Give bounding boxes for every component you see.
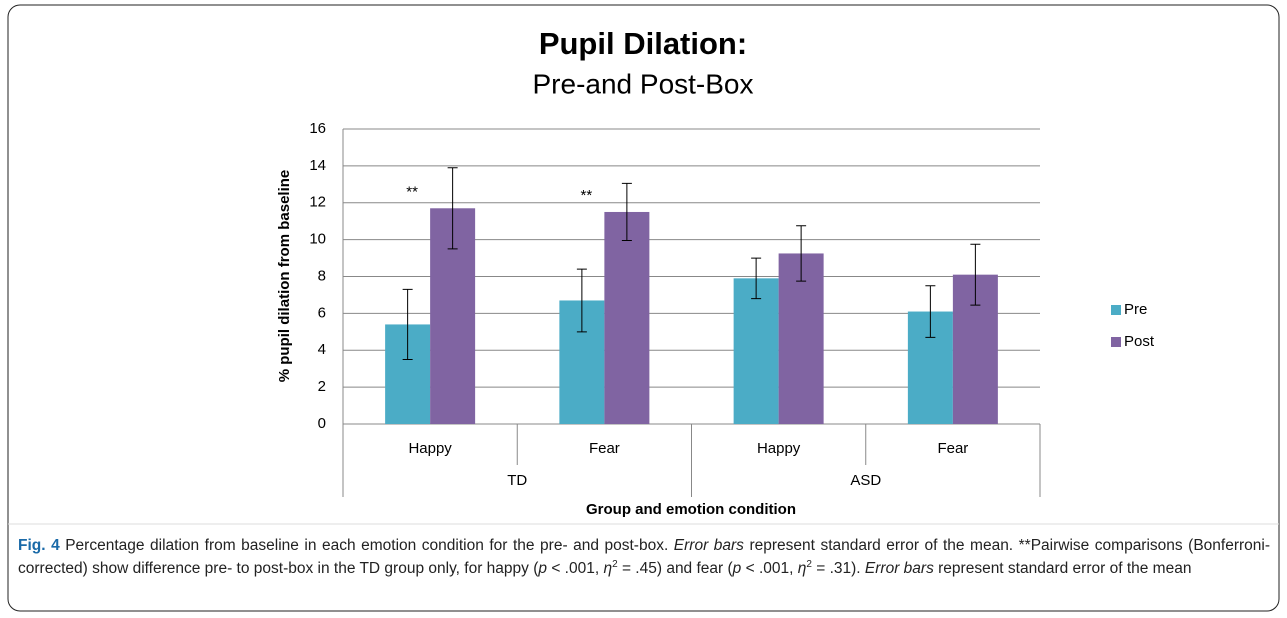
legend-swatch <box>1111 305 1121 315</box>
y-tick-label: 8 <box>318 267 326 284</box>
caption-text: represent standard error of the mean. **… <box>18 537 1271 577</box>
caption-text: Percentage dilation from baseline in eac… <box>59 537 674 554</box>
annotation: ** <box>581 187 593 204</box>
error-bar <box>447 167 458 250</box>
caption-text: p <box>538 560 548 577</box>
caption-text: 2 <box>806 558 812 570</box>
y-tick-label: 10 <box>309 231 326 248</box>
caption-text: represent standard error of the mean <box>933 560 1192 577</box>
error-bar <box>576 268 587 333</box>
caption-text: < .001, <box>547 560 604 577</box>
error-bar <box>796 225 807 282</box>
caption-text: Fig. 4 <box>18 537 60 554</box>
y-tick-label: 12 <box>309 194 326 211</box>
bar <box>604 211 650 424</box>
error-bar <box>621 182 632 242</box>
bar <box>733 278 779 424</box>
legend-swatch <box>1111 337 1121 347</box>
annotation: ** <box>406 183 418 200</box>
y-tick-label: 16 <box>309 120 326 137</box>
caption-text: p <box>732 560 742 577</box>
x-tick-label: Happy <box>757 440 801 457</box>
caption-text: = .31). <box>811 560 865 577</box>
caption: Fig. 4 Percentage dilation from baseline… <box>18 534 1270 580</box>
x-tick-label: Happy <box>408 440 452 457</box>
error-bar <box>402 288 413 360</box>
error-bar <box>970 243 981 306</box>
y-axis-label: % pupil dilation from baseline <box>276 170 293 383</box>
caption-text: 2 <box>612 558 618 570</box>
error-bar <box>751 257 762 300</box>
y-tick-label: 0 <box>318 415 326 432</box>
group-label: ASD <box>850 472 881 489</box>
x-axis-label: Group and emotion condition <box>586 501 796 518</box>
caption-text: < .001, <box>741 560 798 577</box>
legend-label: Post <box>1124 333 1155 350</box>
y-tick-label: 4 <box>318 341 326 358</box>
bar <box>778 253 824 424</box>
x-tick-label: Fear <box>937 440 968 457</box>
caption-text: η <box>797 560 807 577</box>
chart-subtitle: Pre-and Post-Box <box>533 68 754 99</box>
y-tick-label: 6 <box>318 304 326 321</box>
caption-text: = .45) and fear ( <box>617 560 733 577</box>
frame <box>7 4 1280 612</box>
x-tick-label: Fear <box>589 440 620 457</box>
caption-text: η <box>603 560 613 577</box>
y-tick-label: 2 <box>318 378 326 395</box>
y-tick-label: 14 <box>309 157 326 174</box>
group-label: TD <box>507 472 527 489</box>
caption-text: Error bars <box>864 560 934 577</box>
error-bar <box>925 285 936 338</box>
legend-label: Pre <box>1124 301 1147 318</box>
caption-text: Error bars <box>673 537 744 554</box>
chart-title: Pupil Dilation: <box>539 26 747 61</box>
